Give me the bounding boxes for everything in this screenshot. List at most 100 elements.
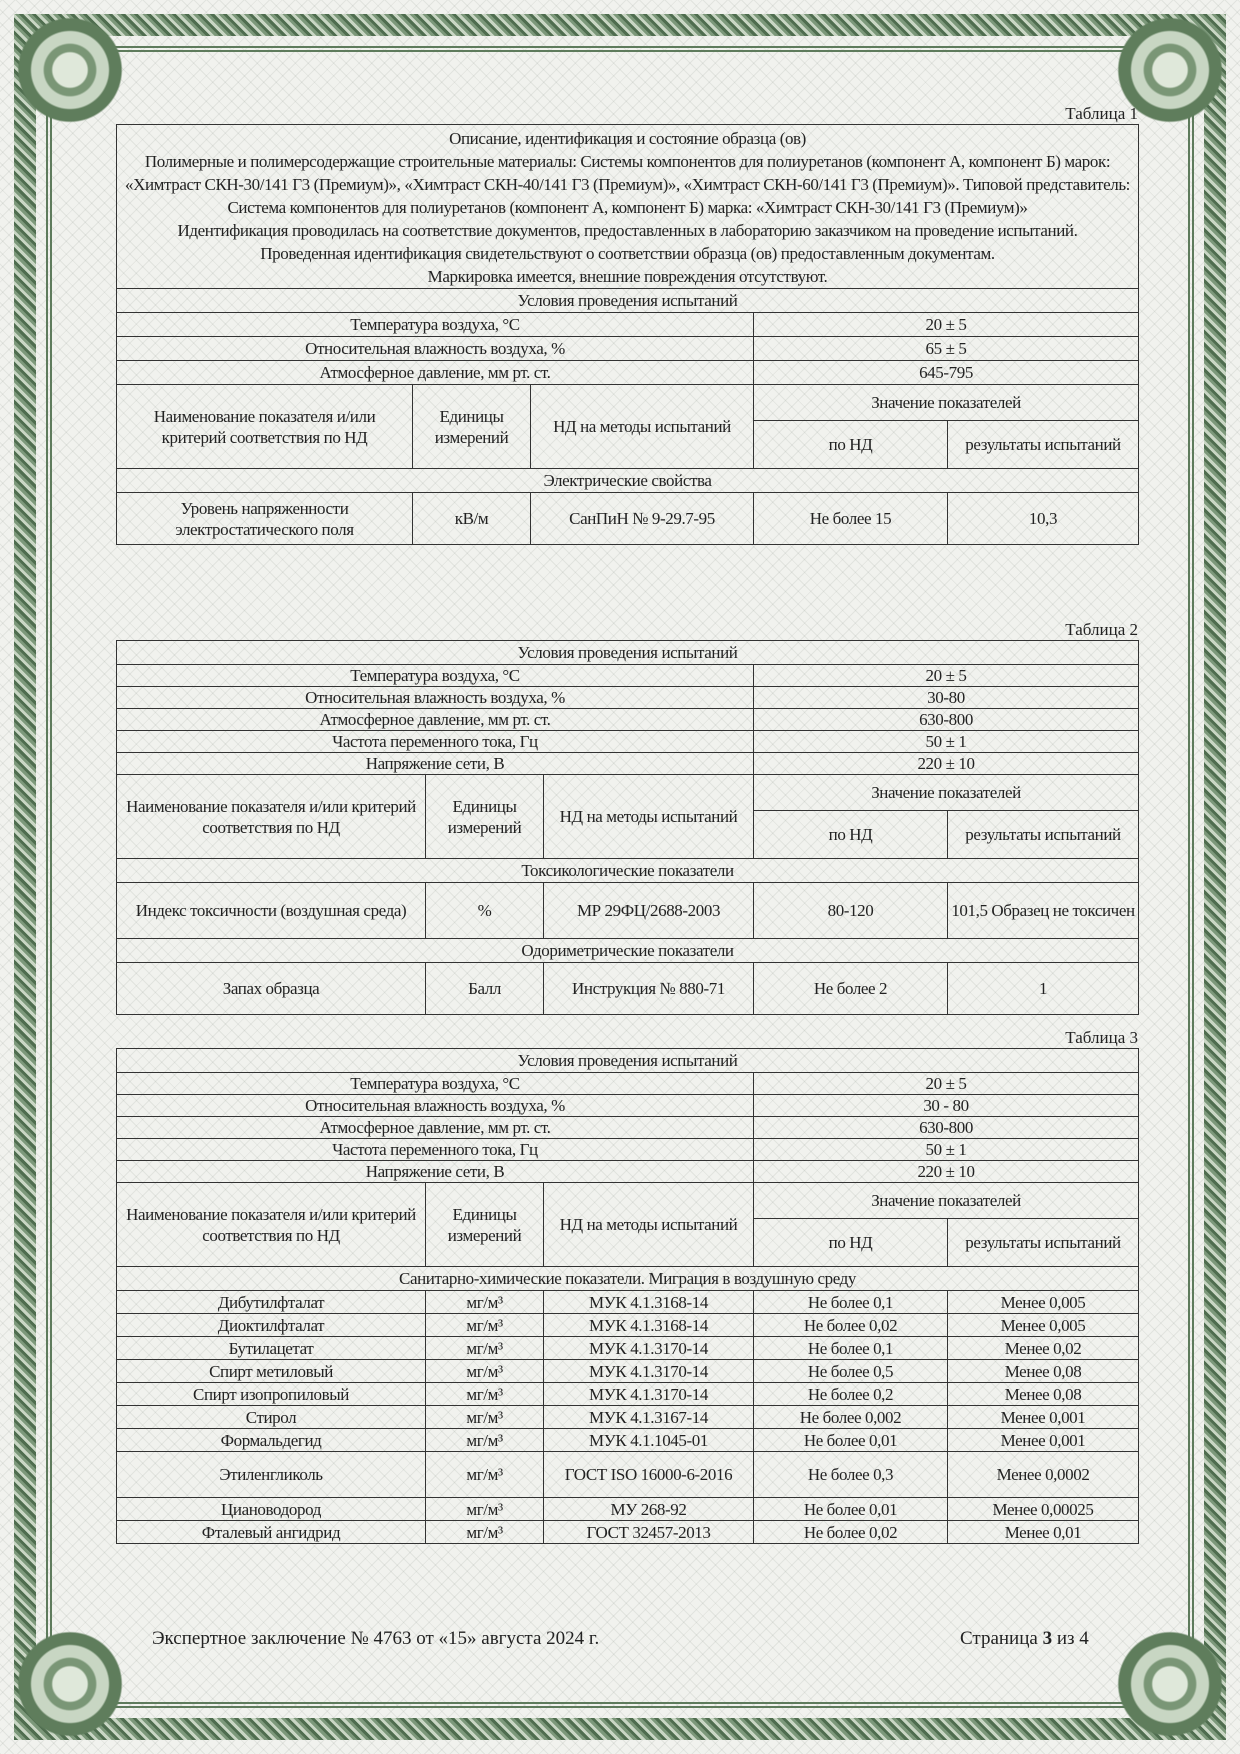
page-word: Страница <box>960 1628 1038 1649</box>
table-row: Электрические свойства <box>115 468 1140 493</box>
table-row: Частота переменного тока, Гц 50 ± 1 <box>116 1138 1140 1161</box>
cell-norm: Не более 0,1 <box>753 1290 948 1314</box>
header-method: НД на методы испытаний <box>530 384 754 469</box>
cell-units: мг/м³ <box>425 1497 544 1521</box>
table-row: Диоктилфталат мг/м³ МУК 4.1.3168-14 Не боле… <box>116 1313 1140 1337</box>
section-title: Санитарно-химические показатели. Миграци… <box>115 1266 1140 1291</box>
description-title: Описание, идентификация и состояние обра… <box>115 124 1140 150</box>
cell-norm: 80-120 <box>753 882 948 939</box>
cell-method: МУК 4.1.3170-14 <box>543 1336 754 1360</box>
header-results: результаты испытаний <box>946 420 1140 469</box>
cell-units: мг/м³ <box>425 1382 544 1406</box>
condition-value: 630-800 <box>752 1116 1140 1139</box>
table-1: Таблица 1 Описание, идентификация и состо… <box>115 104 1140 545</box>
cell-method: МУК 4.1.1045-01 <box>543 1428 754 1452</box>
cell-indicator: Уровень напряженности электростатическог… <box>116 492 413 545</box>
cell-result: Менее 0,00025 <box>946 1497 1140 1521</box>
header-results: результаты испытаний <box>946 1218 1140 1267</box>
table-row: Температура воздуха, °С 20 ± 5 <box>116 1072 1140 1095</box>
header-values: Значение показателей <box>752 384 1140 421</box>
table-row: Бутилацетат мг/м³ МУК 4.1.3170-14 Не более … <box>116 1336 1140 1360</box>
condition-value: 220 ± 10 <box>752 1160 1140 1183</box>
cell-norm: Не более 0,5 <box>753 1359 948 1383</box>
table-row: Дибутилфталат мг/м³ МУК 4.1.3168-14 Не боле… <box>116 1290 1140 1314</box>
table-row: Относительная влажность воздуха, % 65 ± 5 <box>116 336 1140 361</box>
cell-indicator: Дибутилфталат <box>116 1290 426 1314</box>
cell-result: Менее 0,001 <box>946 1405 1140 1429</box>
table-row: Спирт изопропиловый мг/м³ МУК 4.1.3170-14 Н… <box>116 1382 1140 1406</box>
table-row: Напряжение сети, В 220 ± 10 <box>116 1160 1140 1183</box>
cell-norm: Не более 0,002 <box>753 1405 948 1429</box>
cell-units: мг/м³ <box>425 1405 544 1429</box>
table-row: Относительная влажность воздуха, % 30-80 <box>116 686 1140 709</box>
cell-units: кВ/м <box>412 492 531 545</box>
table-row: Температура воздуха, °С 20 ± 5 <box>116 664 1140 687</box>
cell-units: мг/м³ <box>425 1336 544 1360</box>
condition-name: Атмосферное давление, мм рт. ст. <box>116 708 754 731</box>
header-by-nd: по НД <box>753 1218 948 1267</box>
header-method: НД на методы испытаний <box>543 774 754 859</box>
table-3: Таблица 3 Условия проведения испытаний Тем… <box>115 1028 1140 1544</box>
decorative-inner-border <box>46 46 1194 1708</box>
cell-method: МР 29ФЦ/2688-2003 <box>543 882 754 939</box>
table-row: Атмосферное давление, мм рт. ст. 630-800 <box>116 708 1140 731</box>
cell-indicator: Фталевый ангидрид <box>116 1520 426 1544</box>
header-units: Единицы измерений <box>425 1182 544 1267</box>
page-of: из <box>1056 1628 1075 1649</box>
cell-result: Менее 0,08 <box>946 1382 1140 1406</box>
table-row: Условия проведения испытаний <box>115 288 1140 313</box>
cell-units: мг/м³ <box>425 1520 544 1544</box>
header-name: Наименование показателя и/или критерий с… <box>116 774 426 859</box>
cell-norm: Не более 0,3 <box>753 1451 948 1498</box>
condition-name: Атмосферное давление, мм рт. ст. <box>116 360 754 385</box>
header-values: Значение показателей <box>752 1182 1140 1219</box>
condition-name: Частота переменного тока, Гц <box>116 1138 754 1161</box>
condition-value: 65 ± 5 <box>752 336 1140 361</box>
table-row: по НД результаты испытаний <box>117 420 1140 469</box>
header-name: Наименование показателя и/или критерий с… <box>116 1182 426 1267</box>
conditions-title: Условия проведения испытаний <box>115 640 1140 665</box>
cell-result: Менее 0,08 <box>946 1359 1140 1383</box>
condition-value: 30-80 <box>752 686 1140 709</box>
cell-units: мг/м³ <box>425 1428 544 1452</box>
cell-result: Менее 0,005 <box>946 1313 1140 1337</box>
cell-norm: Не более 0,02 <box>753 1520 948 1544</box>
cell-indicator: Индекс токсичности (воздушная среда) <box>116 882 426 939</box>
corner-rosette <box>1110 10 1230 130</box>
condition-name: Частота переменного тока, Гц <box>116 730 754 753</box>
table-row: Условия проведения испытаний <box>115 1048 1140 1073</box>
cell-indicator: Стирол <box>116 1405 426 1429</box>
table-row: Индекс токсичности (воздушная среда)% МР … <box>116 882 1140 939</box>
condition-value: 220 ± 10 <box>752 752 1140 775</box>
table-row: Одориметрические показатели <box>115 938 1140 963</box>
cell-method: ГОСТ 32457-2013 <box>543 1520 754 1544</box>
cell-method: СанПиН № 9-29.7-95 <box>530 492 754 545</box>
cell-method: МУК 4.1.3167-14 <box>543 1405 754 1429</box>
condition-name: Температура воздуха, °С <box>116 664 754 687</box>
cell-result: Менее 0,001 <box>946 1428 1140 1452</box>
table-2: Таблица 2 Условия проведения испытаний Тем… <box>115 620 1140 1015</box>
condition-value: 50 ± 1 <box>752 1138 1140 1161</box>
cell-result: 1 <box>946 962 1140 1015</box>
cell-norm: Не более 2 <box>753 962 948 1015</box>
table-row: Атмосферное давление, мм рт. ст. 645-795 <box>116 360 1140 385</box>
table-row: Стирол мг/м³ МУК 4.1.3167-14 Не более 0,002… <box>116 1405 1140 1429</box>
cell-indicator: Бутилацетат <box>116 1336 426 1360</box>
description-paragraph: Идентификация проводилась на соответстви… <box>115 219 1140 242</box>
cell-result: Менее 0,0002 <box>946 1451 1140 1498</box>
cell-result: Менее 0,005 <box>946 1290 1140 1314</box>
header-units: Единицы измерений <box>425 774 544 859</box>
cell-result: Менее 0,02 <box>946 1336 1140 1360</box>
table-row: Идентификация проводилась на соответстви… <box>115 219 1140 242</box>
header-values: Значение показателей <box>752 774 1140 811</box>
condition-name: Относительная влажность воздуха, % <box>116 686 754 709</box>
cell-method: МУК 4.1.3170-14 <box>543 1359 754 1383</box>
table-row: Частота переменного тока, Гц 50 ± 1 <box>116 730 1140 753</box>
table-row: Циановодород мг/м³ МУ 268-92 Не более 0,01 М… <box>116 1497 1140 1521</box>
condition-name: Относительная влажность воздуха, % <box>116 336 754 361</box>
cell-indicator: Запах образца <box>116 962 426 1015</box>
table-label: Таблица 3 <box>1065 1028 1138 1047</box>
cell-units: Балл <box>425 962 544 1015</box>
page-current: 3 <box>1042 1628 1053 1649</box>
section-title: Электрические свойства <box>115 468 1140 493</box>
